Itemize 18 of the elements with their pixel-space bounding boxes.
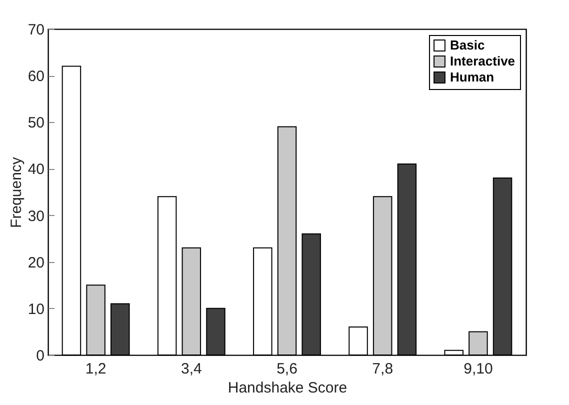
y-tick-label: 60	[28, 68, 44, 86]
y-tick-label: 70	[28, 22, 44, 38]
x-tick-label: 3,4	[180, 360, 202, 378]
legend-label: Interactive	[450, 54, 516, 68]
y-tick-label: 10	[28, 300, 44, 318]
x-axis-title: Handshake Score	[228, 380, 348, 396]
legend-label: Human	[450, 70, 494, 84]
y-tick-label: 50	[28, 114, 44, 132]
y-tick-label: 40	[28, 161, 44, 178]
y-tick-label: 30	[28, 208, 44, 225]
x-tick-label: 5,6	[276, 360, 298, 378]
x-tick-label: 7,8	[372, 360, 394, 378]
x-tick-label: 1,2	[85, 360, 106, 378]
x-tick-label: 9,10	[464, 360, 493, 378]
y-tick-label: 20	[28, 254, 44, 272]
y-axis-title: Frequency	[8, 156, 25, 228]
legend-label: Basic	[450, 38, 485, 52]
y-tick-label: 0	[36, 348, 44, 364]
